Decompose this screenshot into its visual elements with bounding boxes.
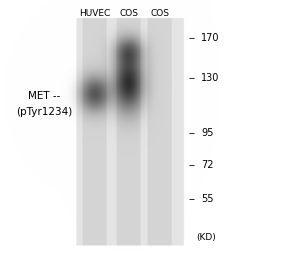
- Text: MET --: MET --: [28, 91, 60, 101]
- Text: 130: 130: [201, 73, 219, 83]
- Text: --: --: [188, 128, 195, 138]
- Text: --: --: [188, 73, 195, 83]
- Text: COS: COS: [119, 9, 138, 18]
- Text: 72: 72: [201, 160, 213, 170]
- Text: HUVEC: HUVEC: [79, 9, 110, 18]
- Text: --: --: [188, 33, 195, 43]
- Text: 95: 95: [201, 128, 213, 138]
- Text: (pTyr1234): (pTyr1234): [16, 107, 72, 117]
- Text: --: --: [188, 160, 195, 170]
- Text: COS: COS: [150, 9, 170, 18]
- Text: (KD): (KD): [197, 233, 216, 242]
- Text: 55: 55: [201, 194, 213, 204]
- Text: 170: 170: [201, 33, 219, 43]
- Text: --: --: [188, 194, 195, 204]
